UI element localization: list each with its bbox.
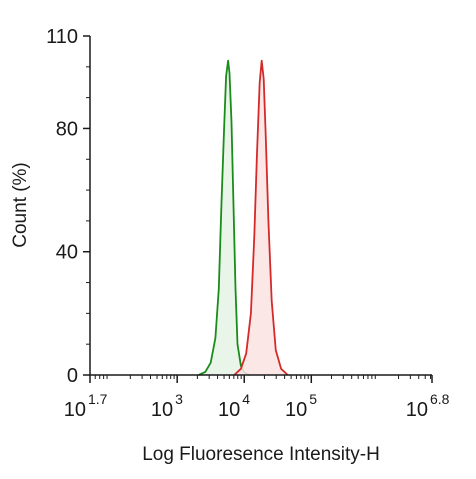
x-tick-label: 10 3 — [151, 391, 183, 421]
y-tick-label: 40 — [56, 242, 78, 264]
series-0-area — [198, 60, 250, 375]
x-axis-title: Log Fluoresence Intensity-H — [142, 444, 380, 465]
y-tick-label: 110 — [46, 26, 78, 48]
series-0-line — [198, 59, 250, 376]
x-tick-exponent: 4 — [242, 391, 250, 407]
series-1-line — [233, 59, 289, 376]
x-tick-exponent: 3 — [175, 391, 183, 407]
x-tick-exponent: 1.7 — [88, 391, 108, 407]
series-1-area — [234, 60, 288, 375]
x-tick-base: 10 — [285, 399, 307, 421]
x-tick-base: 10 — [218, 399, 240, 421]
y-axis-title: Count (%) — [10, 162, 31, 248]
x-tick-label: 10 5 — [285, 391, 317, 421]
x-tick-label: 10 1.7 — [64, 391, 108, 421]
x-tick-base: 10 — [64, 399, 86, 421]
y-tick-label: 80 — [56, 118, 78, 140]
x-tick-label: 10 6.8 — [406, 391, 450, 421]
x-tick-exponent: 6.8 — [430, 391, 450, 407]
y-tick-label: 0 — [67, 365, 78, 387]
x-tick-base: 10 — [151, 399, 173, 421]
series-layer — [198, 59, 289, 376]
x-tick-exponent: 5 — [309, 391, 317, 407]
x-tick-base: 10 — [406, 399, 428, 421]
x-tick-label: 10 4 — [218, 391, 250, 421]
